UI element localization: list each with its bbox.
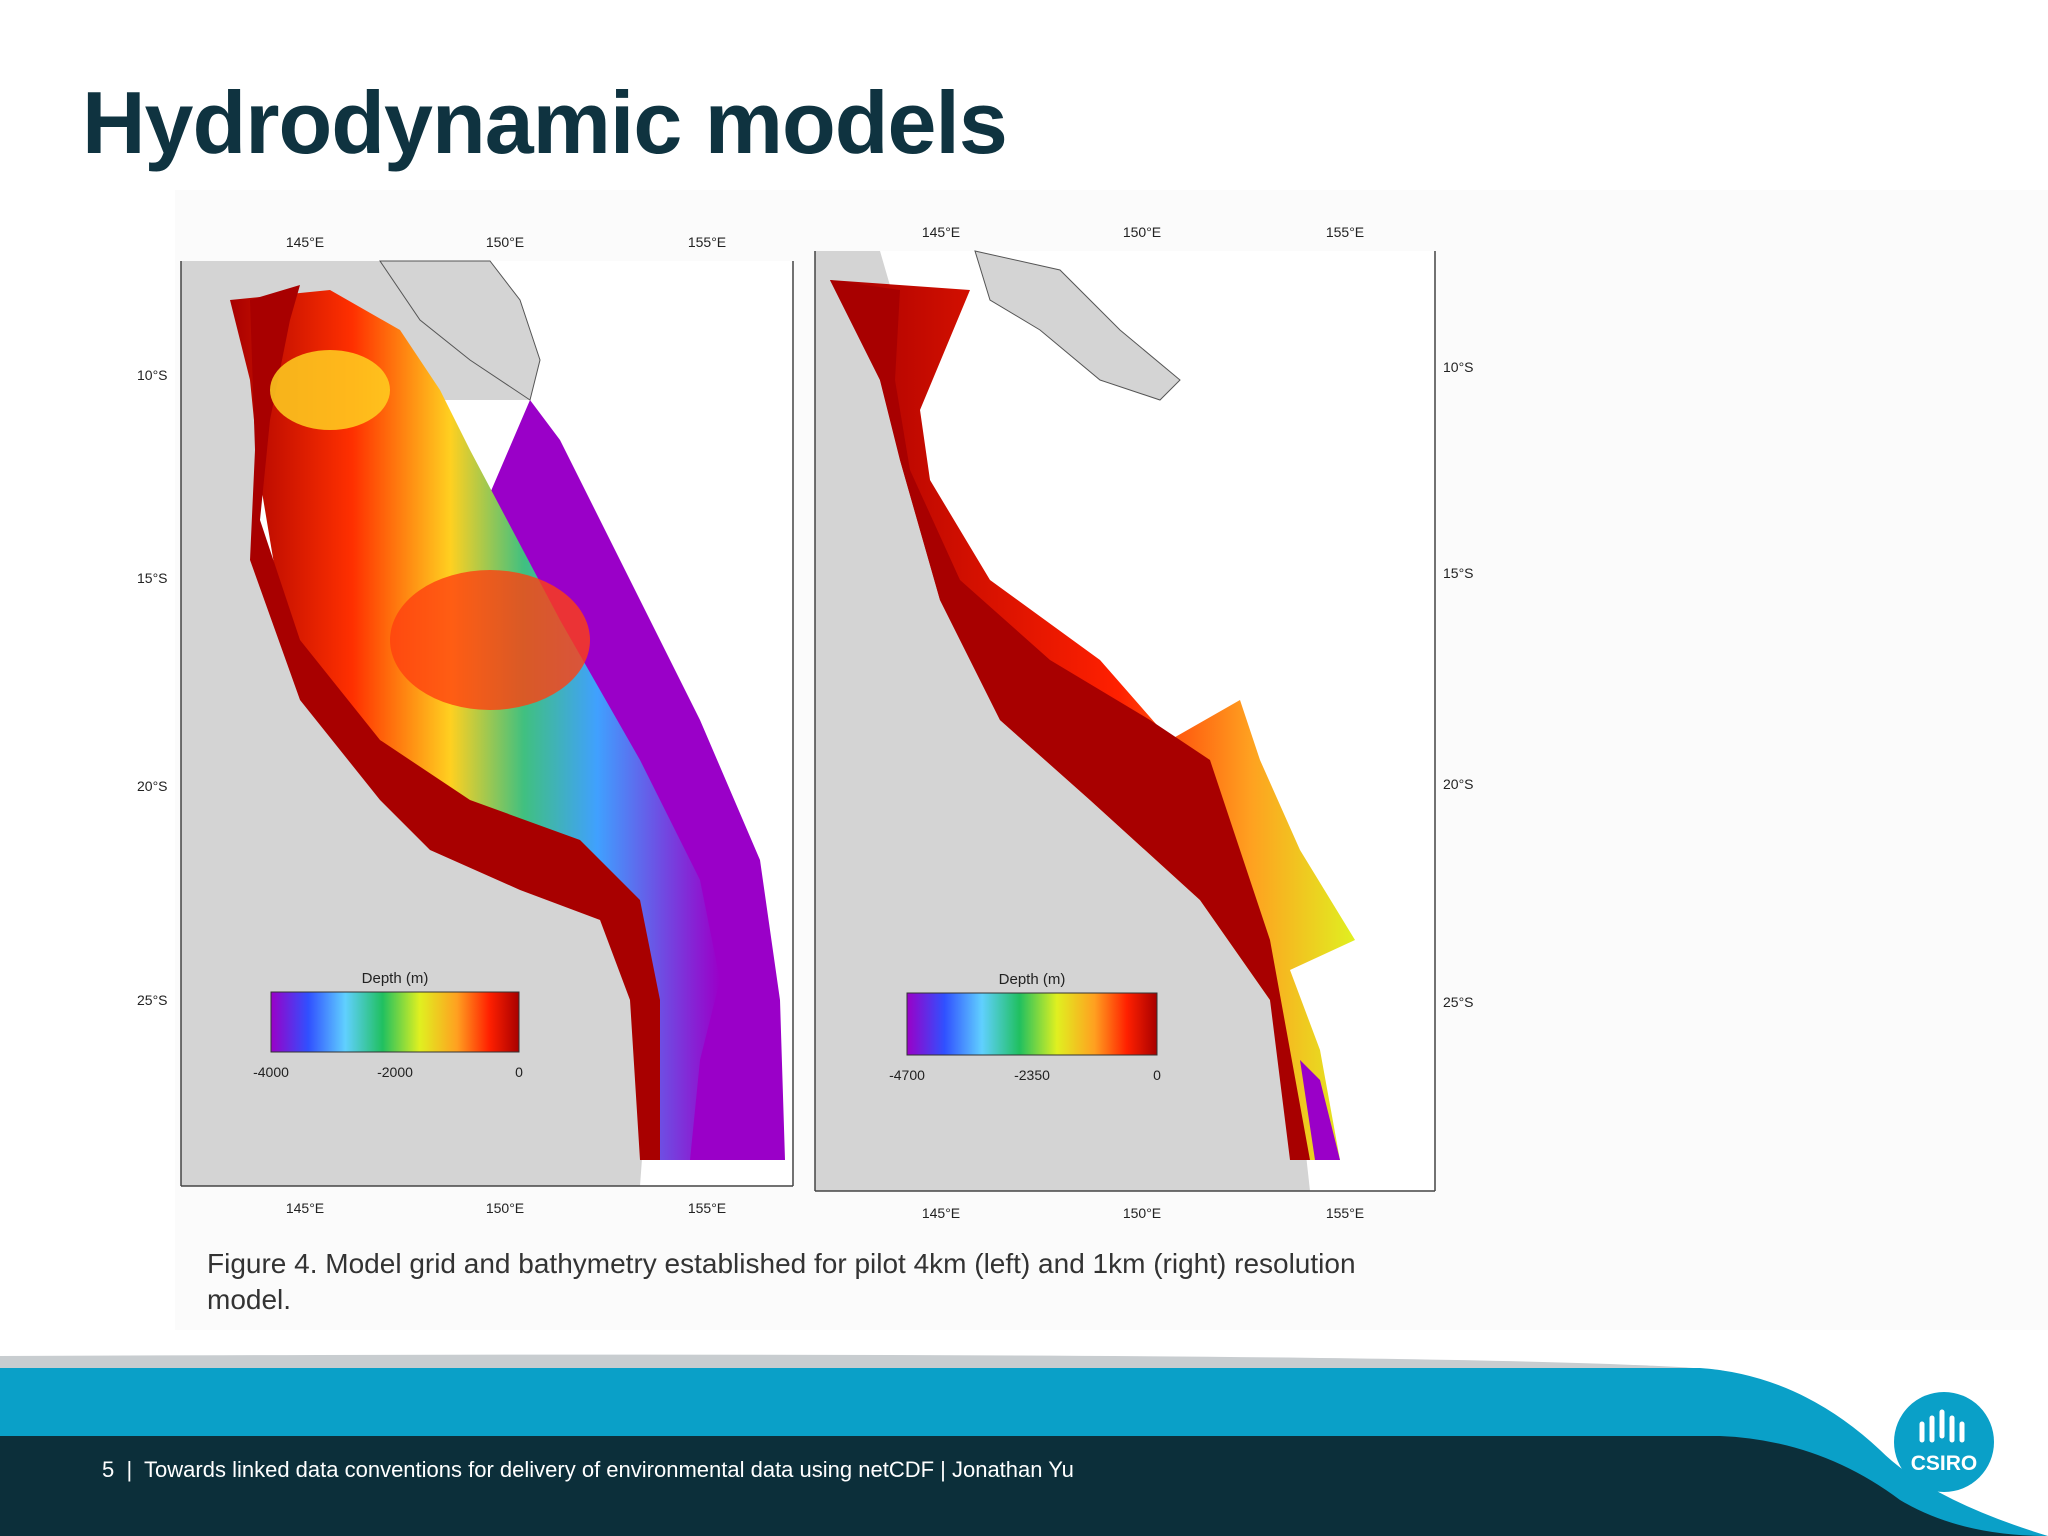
left-lon-label-bottom: 155°E	[688, 1200, 726, 1216]
footer-presentation-info: Towards linked data conventions for deli…	[144, 1457, 1074, 1482]
left-lon-label-bottom: 150°E	[486, 1200, 524, 1216]
right-colorbar-title: Depth (m)	[999, 971, 1066, 988]
right-lat-label: 10°S	[1443, 359, 1474, 375]
left-lon-label-bottom: 145°E	[286, 1200, 324, 1216]
logo-text: CSIRO	[1911, 1452, 1978, 1475]
right-lon-label-bottom: 145°E	[922, 1205, 960, 1221]
right-colorbar	[906, 992, 1158, 1056]
right-colorbar-label: -4700	[889, 1067, 925, 1083]
left-colorbar	[270, 991, 520, 1053]
right-map: Depth (m) -4700 -2350 0 145°E 150°E 155°…	[814, 224, 1474, 1221]
left-colorbar-label: 0	[515, 1064, 523, 1080]
footer-band	[0, 1354, 2048, 1536]
footer-separator: |	[120, 1457, 139, 1482]
left-ocean-shelf	[230, 290, 720, 1160]
csiro-logo: CSIRO	[1894, 1392, 1994, 1492]
left-land-australia	[181, 261, 650, 1186]
left-lon-label-top: 145°E	[286, 234, 324, 250]
right-ocean-coastal	[830, 280, 1310, 1160]
left-colorbar-label: -4000	[253, 1064, 289, 1080]
left-ocean-coastal	[250, 285, 660, 1160]
right-lon-label-top: 155°E	[1326, 224, 1364, 240]
right-lat-label: 20°S	[1443, 776, 1474, 792]
left-lon-label-top: 155°E	[688, 234, 726, 250]
right-colorbar-label: -2350	[1014, 1067, 1050, 1083]
left-lat-label: 10°S	[137, 367, 168, 383]
right-lat-label: 15°S	[1443, 565, 1474, 581]
left-lon-label-top: 150°E	[486, 234, 524, 250]
left-lat-label: 15°S	[137, 570, 168, 586]
figure-caption: Figure 4. Model grid and bathymetry esta…	[207, 1248, 1356, 1315]
page-number: 5	[102, 1457, 115, 1482]
right-lon-label-top: 145°E	[922, 224, 960, 240]
slide-title: Hydrodynamic models	[82, 73, 1008, 172]
left-lat-label: 20°S	[137, 778, 168, 794]
right-lon-label-bottom: 155°E	[1326, 1205, 1364, 1221]
right-lon-label-top: 150°E	[1123, 224, 1161, 240]
right-lat-label: 25°S	[1443, 994, 1474, 1010]
right-ocean-deep	[1300, 1060, 1340, 1160]
right-colorbar-label: 0	[1153, 1067, 1161, 1083]
right-lon-label-bottom: 150°E	[1123, 1205, 1161, 1221]
right-land-png	[974, 250, 1181, 401]
left-lat-label: 25°S	[137, 992, 168, 1008]
left-land-png	[379, 260, 541, 401]
left-colorbar-title: Depth (m)	[362, 970, 429, 987]
left-map: Depth (m) -4000 -2000 0 145°E 150°E 155°…	[137, 234, 794, 1216]
left-colorbar-label: -2000	[377, 1064, 413, 1080]
footer-text: 5 | Towards linked data conventions for …	[102, 1457, 1074, 1483]
